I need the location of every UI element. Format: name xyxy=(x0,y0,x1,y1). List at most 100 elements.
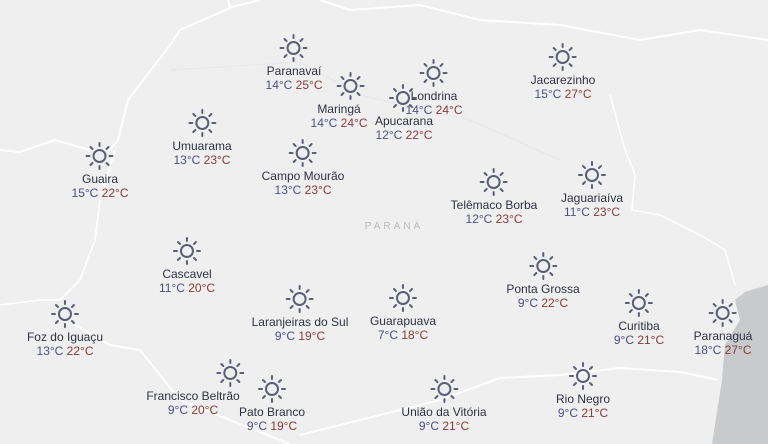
city-marker[interactable]: Telêmaco Borba 12°C 23°C xyxy=(450,167,538,226)
city-name: Curitiba xyxy=(618,319,660,333)
city-temps: 11°C 20°C xyxy=(159,281,215,295)
sun-icon xyxy=(556,361,610,391)
max-temp: 22°C xyxy=(101,186,129,200)
city-temps: 9°C 19°C xyxy=(239,419,305,433)
sun-icon xyxy=(262,138,345,168)
sun-icon xyxy=(506,251,579,281)
sea xyxy=(712,285,768,444)
max-temp: 24°C xyxy=(435,103,463,117)
city-marker[interactable]: Guaira 15°C 22°C xyxy=(72,141,129,200)
max-temp: 18°C xyxy=(401,328,429,342)
sun-icon xyxy=(239,374,305,404)
city-temps: 13°C 23°C xyxy=(172,153,231,167)
city-name: Laranjeiras do Sul xyxy=(251,315,349,329)
city-temps: 13°C 22°C xyxy=(27,344,103,358)
min-temp: 9°C xyxy=(246,419,267,433)
city-marker[interactable]: Guarapuava 7°C 18°C xyxy=(370,283,436,342)
city-marker[interactable]: Francisco Beltrão 9°C 20°C xyxy=(146,358,244,417)
city-marker[interactable]: União da Vitória 9°C 21°C xyxy=(401,374,487,433)
city-name: Umuarama xyxy=(172,139,232,153)
city-temps: 12°C 22°C xyxy=(375,128,433,142)
max-temp: 22°C xyxy=(541,296,569,310)
city-marker[interactable]: Curitiba 9°C 21°C xyxy=(614,288,664,347)
city-marker[interactable]: Pato Branco 9°C 19°C xyxy=(239,374,305,433)
city-name: Cascavel xyxy=(162,267,212,281)
border-south xyxy=(74,324,719,444)
city-marker[interactable]: Ponta Grossa 9°C 22°C xyxy=(506,251,580,310)
city-name: Apucarana xyxy=(374,114,434,128)
city-temps: 9°C 22°C xyxy=(506,296,579,310)
city-name: Campo Mourão xyxy=(261,169,345,183)
sun-icon xyxy=(323,71,380,101)
min-temp: 12°C xyxy=(375,128,403,142)
city-marker[interactable]: Jacarezinho 15°C 27°C xyxy=(530,42,596,101)
city-marker[interactable]: Umuarama 13°C 23°C xyxy=(172,108,232,167)
city-marker[interactable]: Campo Mourão 13°C 23°C xyxy=(261,138,345,197)
city-name: Jacarezinho xyxy=(530,73,596,87)
sun-icon xyxy=(451,167,538,197)
city-marker[interactable]: Apucarana 12°C 22°C xyxy=(375,83,433,142)
min-temp: 15°C xyxy=(71,186,99,200)
max-temp: 20°C xyxy=(188,281,216,295)
city-name: Londrina xyxy=(410,89,458,103)
city-temps: 12°C 23°C xyxy=(451,212,538,226)
max-temp: 23°C xyxy=(593,205,621,219)
city-name: Telêmaco Borba xyxy=(450,198,538,212)
state-label: PARANÁ xyxy=(364,221,424,232)
max-temp: 19°C xyxy=(298,329,326,343)
min-temp: 18°C xyxy=(694,343,722,357)
city-marker[interactable]: Paranavaí 14°C 25°C xyxy=(266,33,323,92)
city-temps: 11°C 23°C xyxy=(561,205,623,219)
sun-icon xyxy=(561,160,623,190)
city-temps: 9°C 21°C xyxy=(614,333,664,347)
city-temps: 9°C 21°C xyxy=(401,419,486,433)
city-temps: 15°C 27°C xyxy=(531,87,596,101)
min-temp: 13°C xyxy=(173,153,201,167)
min-temp: 7°C xyxy=(377,328,398,342)
sun-icon xyxy=(370,283,436,313)
city-name: Paranaguá xyxy=(693,329,753,343)
max-temp: 21°C xyxy=(442,419,470,433)
city-name: Foz do Iguaçu xyxy=(26,330,104,344)
city-name: Paranavaí xyxy=(266,64,322,78)
max-temp: 23°C xyxy=(304,183,332,197)
city-name: Guarapuava xyxy=(369,314,437,328)
max-temp: 21°C xyxy=(637,333,665,347)
city-marker[interactable]: Foz do Iguaçu 13°C 22°C xyxy=(27,299,103,358)
max-temp: 22°C xyxy=(66,344,94,358)
min-temp: 13°C xyxy=(36,344,64,358)
city-temps: 15°C 22°C xyxy=(72,186,129,200)
sun-icon xyxy=(27,299,103,329)
city-name: Jaguariaíva xyxy=(560,191,624,205)
city-marker[interactable]: Maringá 14°C 24°C xyxy=(311,71,368,130)
border-north xyxy=(227,0,768,42)
sun-icon xyxy=(266,33,323,63)
city-temps: 18°C 27°C xyxy=(694,343,753,357)
city-temps: 13°C 23°C xyxy=(262,183,345,197)
city-marker[interactable]: Rio Negro 9°C 21°C xyxy=(556,361,610,420)
max-temp: 23°C xyxy=(203,153,231,167)
city-marker[interactable]: Paranaguá 18°C 27°C xyxy=(693,298,753,357)
city-marker[interactable]: Jaguariaíva 11°C 23°C xyxy=(561,160,623,219)
max-temp: 27°C xyxy=(564,87,592,101)
min-temp: 13°C xyxy=(274,183,302,197)
city-marker[interactable]: Cascavel 11°C 20°C xyxy=(159,236,215,295)
sun-icon xyxy=(159,236,215,266)
sun-icon xyxy=(172,108,231,138)
city-temps: 9°C 20°C xyxy=(146,403,239,417)
max-temp: 21°C xyxy=(581,406,609,420)
min-temp: 11°C xyxy=(563,205,590,219)
sun-icon xyxy=(531,42,596,72)
sun-icon xyxy=(183,358,276,388)
city-marker[interactable]: Laranjeiras do Sul 9°C 19°C xyxy=(251,284,349,343)
min-temp: 9°C xyxy=(517,296,538,310)
city-name: Ponta Grossa xyxy=(506,282,580,296)
sun-icon xyxy=(406,58,463,88)
max-temp: 19°C xyxy=(270,419,298,433)
max-temp: 24°C xyxy=(340,116,368,130)
min-temp: 9°C xyxy=(557,406,578,420)
max-temp: 20°C xyxy=(191,403,219,417)
border-east xyxy=(609,94,736,286)
city-temps: 9°C 21°C xyxy=(556,406,610,420)
